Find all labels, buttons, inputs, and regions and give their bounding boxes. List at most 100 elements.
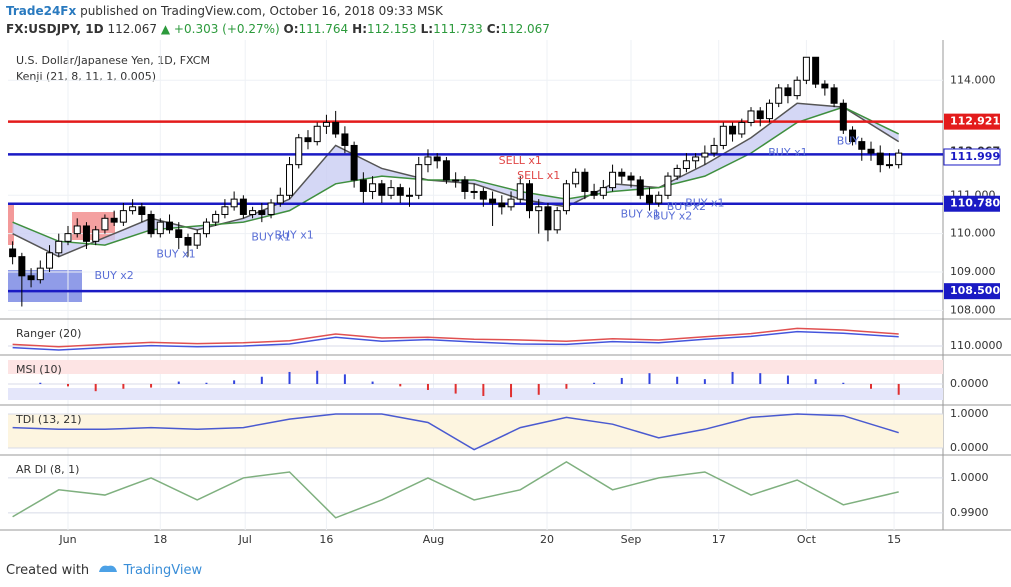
candle-body (507, 198, 515, 208)
ohlc-label: O: (283, 22, 299, 36)
candle-body (332, 121, 340, 135)
candle-body (387, 187, 395, 196)
candle-body (692, 156, 700, 162)
level-label: 112.921 (950, 115, 1000, 128)
ohlc-value: 112.067 (500, 22, 550, 36)
candle-body (867, 148, 875, 154)
x-tick-label: 16 (319, 533, 333, 546)
y-tick-label: 108.000 (950, 303, 996, 316)
signal-label: BUY x1 (685, 197, 724, 210)
candle-body (784, 87, 792, 97)
candle-body (590, 190, 598, 196)
msi-bar (814, 379, 817, 384)
candle-body (424, 156, 432, 166)
candle-body (64, 233, 72, 242)
candle-body (747, 110, 755, 123)
candle-body (369, 183, 377, 192)
msi-bar (205, 382, 208, 384)
band (8, 360, 943, 374)
candle-body (129, 206, 137, 212)
signal-label: BUY x2 (94, 269, 133, 282)
msi-bar (233, 380, 236, 384)
candle-body (415, 164, 423, 196)
brand[interactable]: TradingView (123, 563, 203, 578)
candle-body (553, 210, 561, 231)
candle-body (267, 202, 275, 215)
candle-body (812, 56, 820, 85)
x-tick-label: 17 (712, 533, 726, 546)
msi-bar (482, 383, 485, 396)
candle-body (636, 179, 644, 196)
ohlc-label: L: (420, 22, 434, 36)
signal-label: BUY x2 (667, 200, 706, 213)
x-tick-label: 15 (887, 533, 901, 546)
signal-label: BUY x1 (621, 207, 660, 220)
candle-body (876, 152, 884, 166)
candle-body (313, 125, 321, 143)
candle-body (202, 221, 210, 235)
y-tick-label: 109.000 (950, 265, 996, 278)
msi-bar (565, 383, 568, 389)
candle-body (599, 187, 607, 196)
x-tick-label: Aug (423, 533, 444, 546)
candle-body (239, 198, 247, 215)
candle-body (193, 233, 201, 246)
candle-body (673, 167, 681, 177)
y-tick-label: 0.0000 (950, 377, 989, 390)
panel-title: MSI (10) (16, 363, 62, 376)
candle-body (479, 190, 487, 200)
indicator-line (12, 330, 899, 351)
x-tick-label: Sep (621, 533, 642, 546)
candle-body (655, 194, 663, 204)
candle-body (461, 179, 469, 192)
candle-body (184, 236, 192, 246)
candle-body (627, 175, 635, 181)
indicator-line (12, 413, 899, 451)
msi-bar (510, 383, 513, 398)
candle-body (295, 137, 303, 166)
candle-body (322, 121, 330, 127)
msi-bar (703, 379, 706, 384)
msi-bar (177, 381, 180, 384)
indicator-label: Kenji (21, 8, 11, 1, 0.005) (16, 70, 156, 83)
signal-label: BUY x1 (274, 229, 313, 242)
msi-bar (260, 376, 263, 384)
candle-body (249, 210, 257, 215)
msi-bar (593, 382, 596, 384)
candle-body (286, 164, 294, 196)
candle-body (562, 183, 570, 212)
ohlc: O:111.764 H:112.153 L:111.733 C:112.067 (284, 22, 554, 36)
candle-body (738, 121, 746, 135)
candle-body (793, 79, 801, 97)
candle-body (618, 171, 626, 177)
candle-body (230, 198, 238, 208)
candle-body (544, 206, 552, 231)
msi-bar (316, 370, 319, 384)
panel-title: TDI (13, 21) (15, 413, 82, 426)
candle-body (73, 225, 81, 235)
candle-body (885, 164, 893, 167)
candle-body (138, 206, 146, 215)
candle-body (535, 206, 543, 212)
candle-body (682, 160, 690, 169)
created: Created with (6, 563, 90, 578)
candle-body (27, 275, 35, 281)
symbol: FX:USDJPY, 1D (6, 22, 104, 36)
indicator-line (12, 327, 899, 348)
last-price-label: 111.999 (950, 150, 1000, 163)
candle-body (572, 171, 580, 185)
signal-box (8, 205, 14, 245)
price: 112.067 (107, 22, 158, 36)
signal-label: BUY x1 (768, 146, 807, 159)
candle-body (18, 256, 26, 277)
logo (99, 565, 118, 572)
msi-bar (676, 376, 679, 384)
signal-label: BUY x1 (156, 248, 195, 261)
kenji-line (12, 102, 900, 258)
ohlc-value: 111.764 (298, 22, 349, 36)
candle-body (212, 213, 220, 223)
candle-body (489, 198, 497, 204)
msi-bar (426, 383, 429, 390)
y-tick-label: 0.9900 (950, 506, 989, 519)
candle-body (36, 267, 44, 281)
